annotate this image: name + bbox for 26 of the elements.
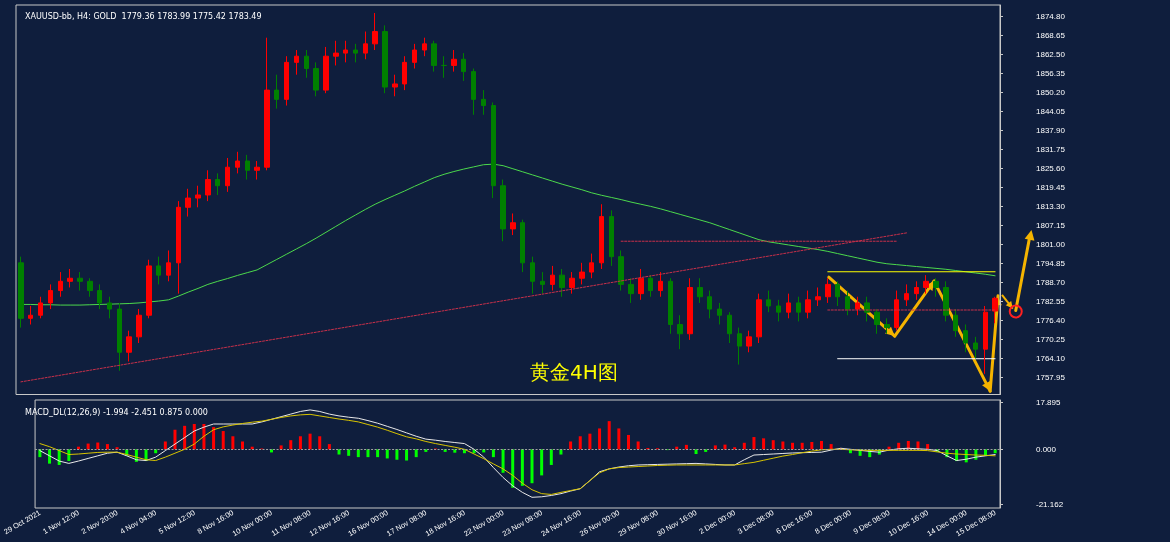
y-tick-label: 1757.95 [1036,372,1066,382]
text: XAUUSD-bb, H4: GOLD 1779.36 1783.99 1775.42 1783.49 [25,11,262,21]
y-tick-label: 1801.00 [1036,239,1066,249]
y-tick-label: -21.162 [1036,500,1064,510]
y-tick-label: 1837.90 [1036,126,1066,136]
y-tick-label: 1850.20 [1036,88,1066,98]
y-tick-label: 1813.30 [1036,201,1066,211]
y-tick-label: 1819.45 [1036,182,1066,192]
y-tick-label: 1856.35 [1036,69,1066,79]
y-tick-label: 1807.15 [1036,220,1066,230]
y-tick-label: 1825.60 [1036,163,1066,173]
y-tick-label: 1788.70 [1036,277,1066,287]
text: MACD_DL(12,26,9) -1.994 -2.451 0.875 0.000 [25,407,208,417]
y-tick-label: 1764.10 [1036,353,1066,363]
y-tick-label: 1782.55 [1036,296,1066,306]
y-tick-label: 1862.50 [1036,50,1066,60]
y-tick-label: 1831.75 [1036,144,1066,154]
y-tick-label: 1776.40 [1036,315,1066,325]
y-tick-label: 1844.05 [1036,107,1066,117]
y-tick-label: 1794.85 [1036,258,1066,268]
y-tick-label: 0.000 [1036,444,1057,454]
y-tick-label: 1868.65 [1036,31,1066,41]
y-tick-label: 1770.25 [1036,334,1066,344]
annotation: 黄金4H图 [530,360,618,384]
y-tick-label: 1874.80 [1036,12,1066,22]
y-tick-label: 17.895 [1036,398,1062,408]
